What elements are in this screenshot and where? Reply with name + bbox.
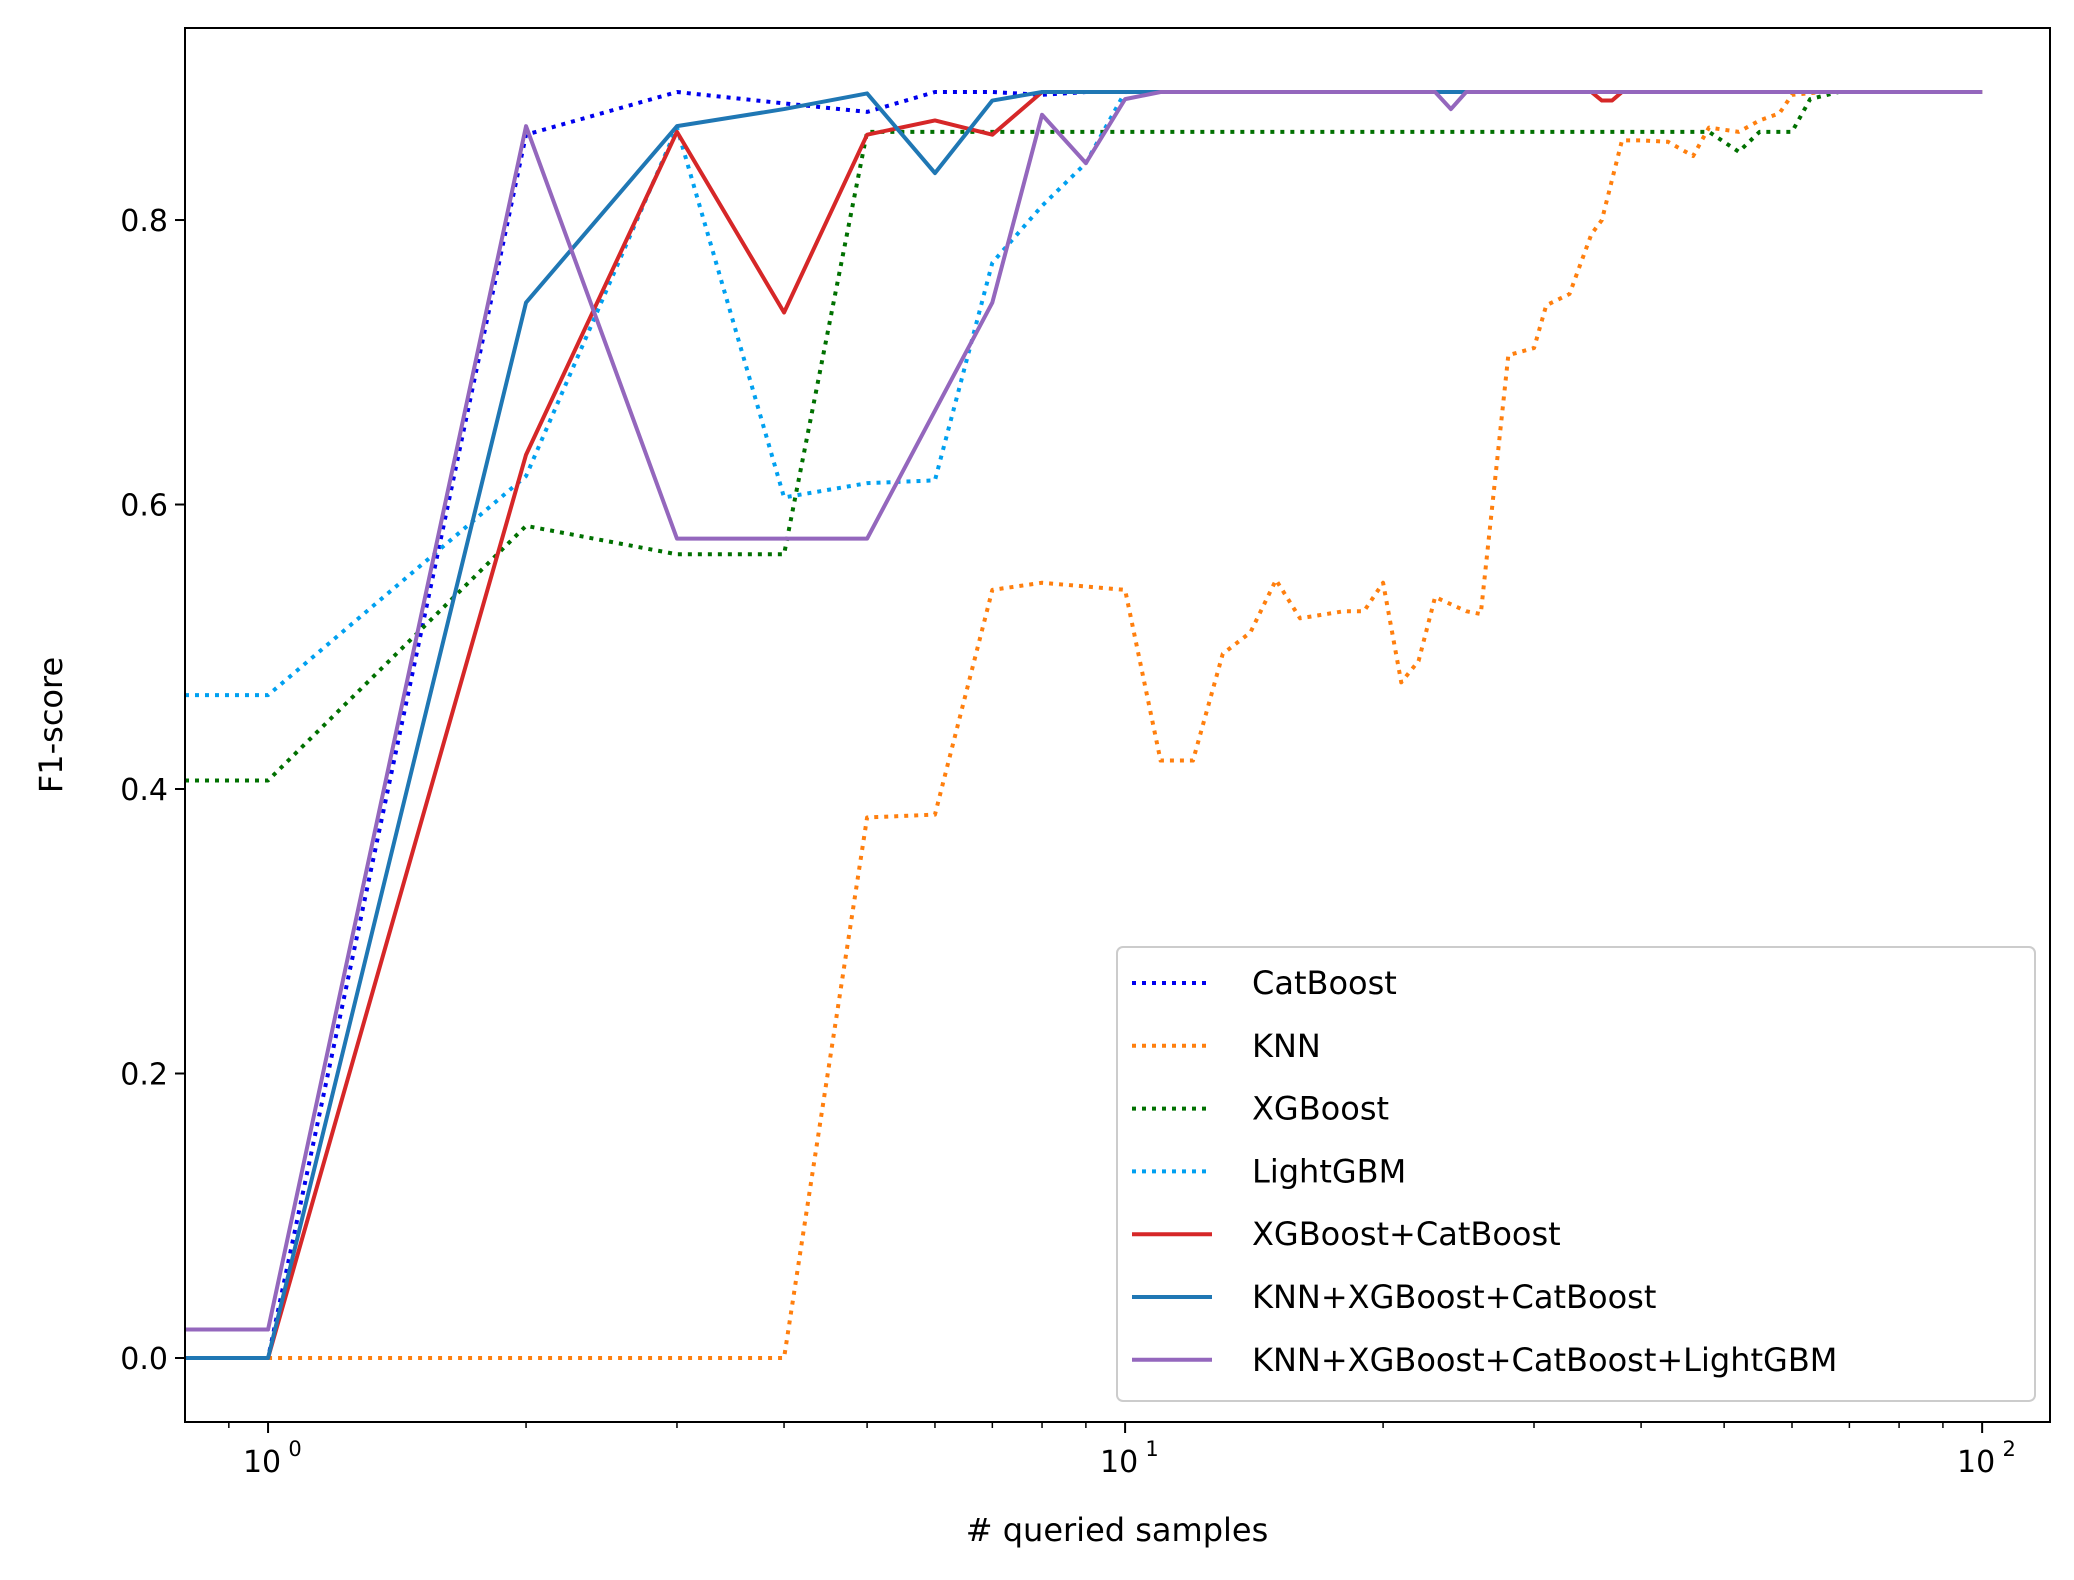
x-tick-label: 10 [1957, 1445, 1995, 1480]
series-line-xgboost [185, 90, 1983, 783]
legend: CatBoost KNN XGBoost LightGBM XGBoost+CatBoo… [1116, 946, 2036, 1402]
y-tick-label: 0.6 [120, 489, 168, 524]
x-tick-exponent: 2 [2002, 1437, 2015, 1461]
y-tick-label: 0.0 [120, 1342, 168, 1377]
series-line-knn-plus-xgboost-plus-catboost-plus-lightgbm [185, 90, 1983, 1332]
x-tick-label: 10 [1100, 1445, 1138, 1480]
y-axis-label: F1-score [32, 657, 70, 793]
series-line-knn-plus-xgboost-plus-catboost [185, 90, 1983, 1360]
series-lines [185, 90, 1983, 1360]
x-axis-label: # queried samples [966, 1511, 1269, 1549]
legend-label-knn: KNN [1252, 1027, 1321, 1065]
x-tick-exponent: 1 [1145, 1437, 1158, 1461]
legend-label-lightgbm: LightGBM [1252, 1152, 1406, 1190]
legend-label-knn-plus-xgboost-plus-catboost-plus-lightgbm: KNN+XGBoost+CatBoost+LightGBM [1252, 1341, 1837, 1379]
plot-frame [184, 27, 2051, 1423]
legend-box [1116, 946, 2036, 1402]
y-tick-label: 0.4 [120, 773, 168, 808]
series-line-xgboost-plus-catboost [185, 90, 1983, 1360]
x-tick-label: 10 [243, 1445, 281, 1480]
y-tick-label: 0.8 [120, 204, 168, 239]
legend-label-xgboost-plus-catboost: XGBoost+CatBoost [1252, 1215, 1561, 1253]
series-line-knn [268, 90, 1983, 1360]
legend-label-xgboost: XGBoost [1252, 1090, 1389, 1128]
axis-ticks: 0.0 0.2 0.4 0.6 0.8 10 0 10 1 10 2 [120, 204, 2016, 1480]
legend-label-knn-plus-xgboost-plus-catboost: KNN+XGBoost+CatBoost [1252, 1278, 1656, 1316]
x-tick-exponent: 0 [288, 1437, 301, 1461]
legend-label-catboost: CatBoost [1252, 964, 1397, 1002]
y-tick-label: 0.2 [120, 1058, 168, 1093]
